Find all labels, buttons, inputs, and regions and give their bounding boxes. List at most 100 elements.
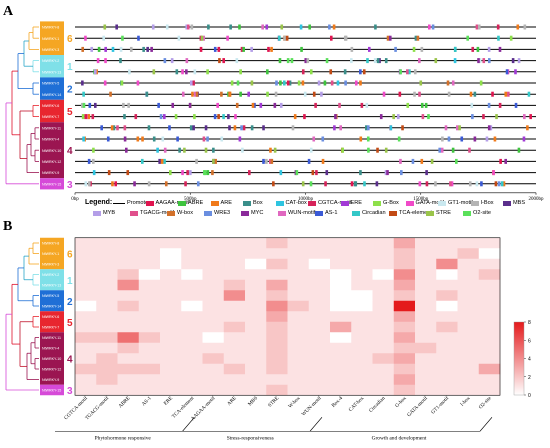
motif-mark	[82, 136, 85, 142]
legend-item: Promoter	[113, 199, 150, 207]
legend-swatch	[241, 210, 249, 216]
gene-label-a: NtWRKY-9	[42, 171, 59, 175]
heatmap-column-label: GT1-motif	[429, 395, 450, 416]
heatmap-column-label: ARE	[226, 395, 238, 407]
heatmap-cell	[138, 237, 161, 249]
heatmap-cell	[457, 279, 480, 291]
heatmap-cell	[436, 269, 458, 281]
motif-mark	[163, 58, 167, 64]
heatmap-cell	[245, 248, 267, 260]
motif-mark	[516, 24, 520, 30]
heatmap-cell	[308, 248, 331, 260]
gene-label-b: NtWRKY-14	[42, 305, 61, 309]
motif-mark	[259, 102, 263, 108]
motif-mark	[425, 181, 429, 187]
motif-mark	[274, 91, 278, 97]
heatmap-cell	[330, 300, 352, 312]
gene-label-b: NtWRKY-9	[42, 378, 59, 382]
heatmap-cell	[266, 321, 288, 333]
heatmap-cell	[330, 374, 352, 386]
heatmap-cell	[245, 279, 267, 291]
motif-mark	[477, 24, 481, 30]
heatmap-cell	[308, 384, 331, 396]
gene-label-b: NtWRKY-10	[42, 357, 61, 361]
legend-item: Box	[243, 199, 263, 207]
legend-label: Promoter	[127, 200, 151, 206]
motif-mark	[386, 170, 389, 176]
motif-mark	[250, 46, 253, 52]
heatmap-cell	[181, 321, 203, 333]
motif-mark	[507, 91, 510, 97]
motif-mark	[159, 114, 163, 120]
group-block-a-2	[40, 77, 64, 100]
motif-mark	[522, 136, 526, 142]
motif-mark	[116, 125, 119, 131]
motif-mark	[242, 46, 245, 52]
legend-item: MYB	[93, 209, 115, 217]
motif-mark	[178, 147, 181, 153]
motif-mark	[240, 46, 244, 52]
heatmap-cell	[181, 237, 203, 249]
heatmap-cell	[266, 279, 288, 291]
heatmap-cell	[287, 279, 310, 291]
heatmap-cell	[351, 269, 373, 281]
heatmap-cell	[287, 237, 310, 249]
heatmap-column-label: Circadian	[368, 395, 387, 414]
heatmap-cell	[138, 300, 161, 312]
motif-mark	[297, 80, 301, 86]
heatmap-cell	[138, 258, 161, 270]
heatmap-cell	[266, 332, 288, 344]
motif-mark	[125, 147, 128, 153]
motif-mark	[375, 181, 379, 187]
heatmap-cell	[457, 342, 480, 354]
heatmap-cell	[266, 300, 288, 312]
heatmap-cell	[372, 311, 395, 323]
motif-mark	[495, 114, 498, 120]
group-block-b-2	[40, 290, 64, 312]
heatmap-cell	[415, 279, 437, 291]
legend-label: AAGAA-motif	[155, 200, 189, 206]
legend-item: ARE	[210, 199, 232, 207]
motif-mark	[489, 125, 493, 131]
heatmap-cell	[266, 363, 288, 375]
heatmap-cell	[245, 290, 267, 302]
heatmap-cell	[96, 384, 118, 396]
legend-swatch	[373, 200, 381, 206]
heatmap-cell	[478, 248, 501, 260]
heatmap-cell	[202, 374, 225, 386]
legend-swatch	[438, 200, 446, 206]
gene-label-b: NtWRKY-8	[42, 242, 59, 246]
heatmap-column-label: GATA-motif	[405, 395, 429, 419]
legend-swatch	[145, 200, 154, 206]
motif-mark	[119, 58, 122, 64]
motif-mark	[191, 91, 194, 97]
motif-mark	[104, 58, 107, 64]
motif-mark	[428, 24, 431, 30]
gene-label-a: NtWRKY-13	[42, 70, 61, 74]
legend-title: Legend:	[85, 199, 113, 206]
motif-mark	[128, 69, 131, 75]
heatmap-cell	[308, 237, 331, 249]
heatmap-column-label: WUN-motif	[300, 395, 323, 418]
legend-label: WUN-motif	[288, 210, 316, 216]
motif-mark	[170, 58, 174, 64]
motif-mark	[262, 158, 265, 164]
motif-mark	[514, 102, 518, 108]
motif-mark	[523, 114, 526, 120]
motif-mark	[181, 91, 185, 97]
motif-mark	[494, 181, 498, 187]
motif-mark	[150, 46, 153, 52]
motif-mark	[192, 80, 195, 86]
heatmap-cell	[287, 342, 310, 354]
gene-label-a: NtWRKY-2	[42, 59, 59, 63]
motif-mark	[384, 58, 388, 64]
heatmap-cell	[330, 279, 352, 291]
motif-mark	[314, 102, 317, 108]
legend-label: G-Box	[383, 200, 399, 206]
motif-mark	[175, 69, 179, 75]
heatmap-cell	[436, 300, 458, 312]
motif-mark	[425, 170, 428, 176]
motif-mark	[473, 136, 477, 142]
legend-swatch	[275, 200, 284, 206]
motif-mark	[376, 58, 380, 64]
